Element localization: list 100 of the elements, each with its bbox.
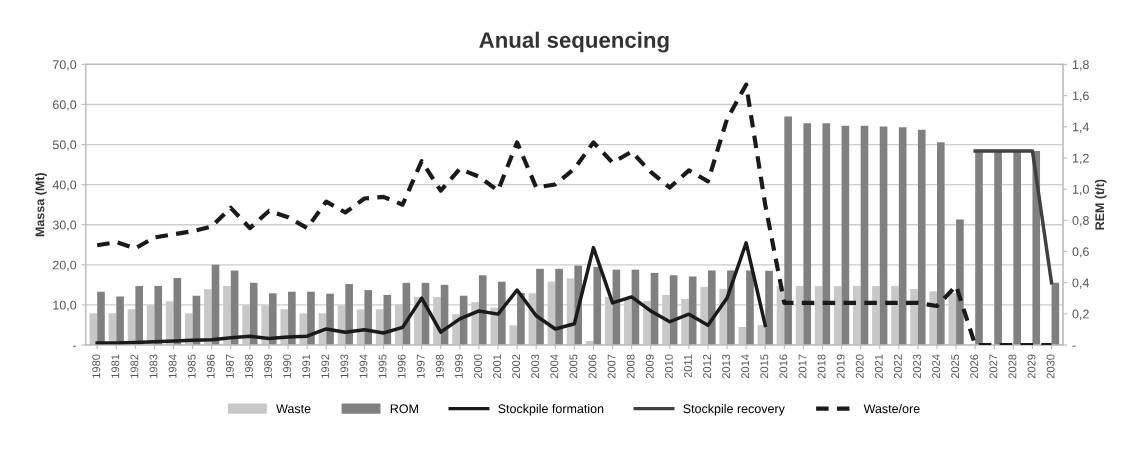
x-tick-label: 2003 bbox=[531, 354, 540, 379]
x-tick-label: 2021 bbox=[874, 354, 883, 379]
x-tick-label: 2015 bbox=[760, 354, 769, 379]
x-tick-label: 1981 bbox=[111, 354, 120, 378]
bar bbox=[803, 123, 812, 345]
y2-tick-label: 0,6 bbox=[1072, 247, 1089, 258]
x-tick-label: 1987 bbox=[225, 354, 234, 378]
y-tick-label: - bbox=[73, 345, 77, 347]
y2-tick-label: 1,4 bbox=[1072, 122, 1090, 133]
x-tick-label: 1991 bbox=[302, 354, 311, 378]
x-tick-label: 1986 bbox=[206, 354, 215, 378]
bar bbox=[956, 219, 964, 345]
bar bbox=[383, 294, 392, 345]
legend-label: Waste bbox=[276, 404, 311, 414]
bar bbox=[288, 291, 296, 345]
bar bbox=[307, 291, 315, 345]
x-tick-label: 1983 bbox=[149, 354, 158, 378]
y2-tick-label: 1,0 bbox=[1072, 184, 1089, 196]
bar bbox=[478, 275, 487, 345]
y-tick-label: 40,0 bbox=[52, 180, 77, 191]
bar bbox=[898, 127, 907, 345]
legend-label: Waste/ore bbox=[863, 403, 920, 414]
y2-tick-label: 1,8 bbox=[1072, 60, 1089, 71]
y2-tick-label: 1,2 bbox=[1072, 153, 1089, 165]
bar bbox=[746, 270, 754, 345]
y2-tick-label: 1,6 bbox=[1072, 91, 1089, 102]
bar bbox=[280, 309, 289, 345]
bar bbox=[917, 129, 926, 345]
x-tick-label: 2027 bbox=[989, 354, 998, 379]
bar bbox=[1013, 150, 1021, 345]
bar bbox=[937, 142, 945, 345]
x-tick-label: 1992 bbox=[321, 354, 330, 378]
y-tick-label: 50,0 bbox=[52, 140, 77, 151]
bar bbox=[643, 300, 651, 345]
x-tick-label: 1994 bbox=[359, 354, 368, 378]
bar bbox=[498, 281, 506, 345]
y2-axis-title: REM (t/t) bbox=[1094, 179, 1107, 230]
x-tick-label: 2020 bbox=[855, 354, 864, 379]
x-tick-label: 1984 bbox=[168, 354, 177, 378]
bar bbox=[765, 270, 773, 345]
x-tick-label: 2000 bbox=[474, 354, 482, 379]
bar bbox=[555, 268, 563, 345]
x-tick-label: 2008 bbox=[626, 354, 635, 379]
y-tick-label: 70,0 bbox=[53, 60, 77, 71]
bar bbox=[975, 150, 983, 345]
x-tick-label: 1989 bbox=[264, 354, 272, 378]
bar bbox=[268, 293, 277, 345]
x-tick-label: 2010 bbox=[664, 354, 673, 379]
bar bbox=[593, 266, 602, 345]
bar bbox=[517, 292, 525, 345]
bar bbox=[822, 123, 831, 345]
bar bbox=[860, 125, 869, 345]
bar bbox=[154, 286, 163, 345]
bar bbox=[364, 290, 373, 345]
x-tick-label: 2017 bbox=[798, 354, 807, 379]
line-series bbox=[95, 82, 1054, 345]
bar bbox=[879, 126, 888, 345]
y2-tick-label: - bbox=[1072, 345, 1076, 347]
x-tick-label: 2018 bbox=[817, 354, 826, 379]
x-tick-label: 1988 bbox=[244, 354, 253, 378]
x-tick-label: 2025 bbox=[951, 354, 960, 379]
x-tick-label: 2012 bbox=[703, 354, 711, 379]
x-tick-label: 1985 bbox=[187, 354, 196, 378]
bar bbox=[707, 270, 716, 345]
x-tick-label: 2019 bbox=[836, 354, 845, 379]
y-tick-label: 20,0 bbox=[53, 260, 77, 271]
legend-label: Stockpile recovery bbox=[683, 403, 785, 416]
x-tick-label: 1982 bbox=[130, 354, 139, 378]
line-series bbox=[95, 241, 767, 345]
x-tick-label: 1995 bbox=[378, 354, 387, 378]
x-tick-label: 1980 bbox=[92, 354, 101, 378]
x-tick-label: 2023 bbox=[913, 354, 921, 379]
y-tick-label: 30,0 bbox=[52, 220, 77, 231]
x-tick-label: 2016 bbox=[779, 354, 788, 379]
bar bbox=[688, 276, 697, 345]
bar bbox=[841, 125, 850, 345]
x-tick-label: 2026 bbox=[970, 354, 979, 379]
bar bbox=[929, 291, 938, 345]
x-tick-label: 2028 bbox=[1008, 354, 1017, 379]
x-tick-label: 2005 bbox=[569, 354, 578, 379]
bar bbox=[345, 284, 353, 345]
chart-title: Anual sequencing bbox=[479, 31, 669, 53]
bar bbox=[490, 307, 499, 345]
x-tick-label: 2011 bbox=[684, 354, 692, 378]
x-tick-label: 1990 bbox=[283, 354, 292, 378]
legend-label: Stockpile formation bbox=[498, 403, 604, 416]
x-tick-label: 2001 bbox=[493, 354, 501, 379]
x-tick-label: 2029 bbox=[1027, 354, 1036, 379]
x-tick-label: 1999 bbox=[454, 354, 463, 378]
bar bbox=[509, 325, 518, 345]
y2-tick-label: 0,8 bbox=[1072, 216, 1089, 227]
x-tick-label: 1993 bbox=[340, 354, 349, 378]
bar bbox=[249, 282, 258, 345]
y2-tick-label: 0,4 bbox=[1072, 278, 1090, 289]
x-tick-label: 1997 bbox=[416, 354, 425, 378]
y2-tick-label: 0,2 bbox=[1072, 309, 1089, 320]
x-tick-label: 2004 bbox=[550, 354, 559, 379]
x-tick-label: 2013 bbox=[722, 354, 731, 379]
bar bbox=[784, 116, 792, 345]
x-tick-label: 1996 bbox=[397, 354, 406, 378]
